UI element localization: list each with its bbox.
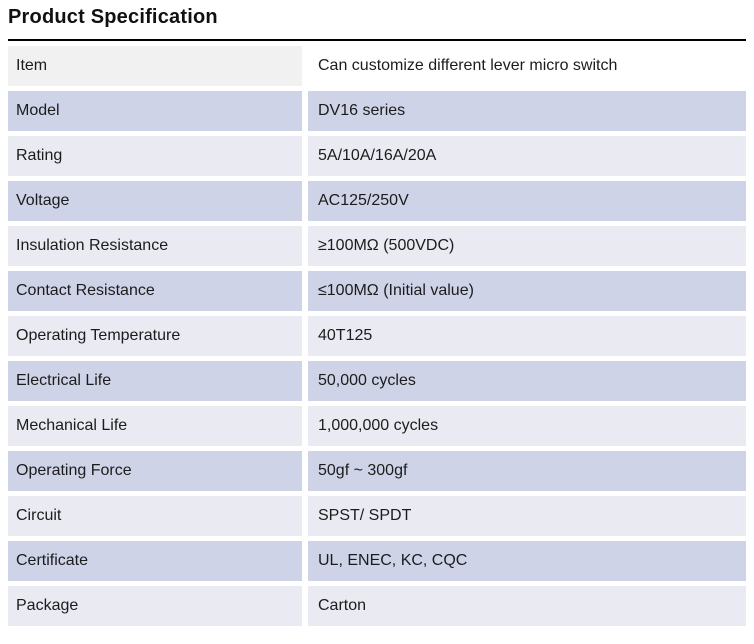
spec-label-cell: Insulation Resistance [8,226,302,266]
spec-row-certificate: Certificate UL, ENEC, KC, CQC [8,541,746,581]
spec-label-cell: Contact Resistance [8,271,302,311]
spec-row-voltage: Voltage AC125/250V [8,181,746,221]
spec-row-mechanical-life: Mechanical Life 1,000,000 cycles [8,406,746,446]
spec-row-model: Model DV16 series [8,91,746,131]
spec-table: Item Can customize different lever micro… [8,46,746,631]
spec-label-cell: Item [8,46,302,86]
spec-row-operating-temperature: Operating Temperature 40T125 [8,316,746,356]
spec-label-cell: Model [8,91,302,131]
spec-value-cell: Carton [308,586,746,626]
spec-value-cell: 1,000,000 cycles [308,406,746,446]
spec-label-cell: Circuit [8,496,302,536]
spec-label-cell: Rating [8,136,302,176]
spec-label-cell: Operating Force [8,451,302,491]
spec-value-cell: AC125/250V [308,181,746,221]
spec-row-package: Package Carton [8,586,746,626]
spec-row-insulation-resistance: Insulation Resistance ≥100MΩ (500VDC) [8,226,746,266]
spec-row-contact-resistance: Contact Resistance ≤100MΩ (Initial value… [8,271,746,311]
spec-label-cell: Mechanical Life [8,406,302,446]
spec-value-cell: ≥100MΩ (500VDC) [308,226,746,266]
spec-row-rating: Rating 5A/10A/16A/20A [8,136,746,176]
page-title: Product Specification [8,6,218,28]
spec-row-circuit: Circuit SPST/ SPDT [8,496,746,536]
spec-value-cell: ≤100MΩ (Initial value) [308,271,746,311]
spec-value-cell: 40T125 [308,316,746,356]
spec-value-cell: UL, ENEC, KC, CQC [308,541,746,581]
spec-row-item: Item Can customize different lever micro… [8,46,746,86]
spec-value-cell: 50gf ~ 300gf [308,451,746,491]
spec-value-cell: Can customize different lever micro swit… [308,46,746,86]
spec-row-operating-force: Operating Force 50gf ~ 300gf [8,451,746,491]
spec-label-cell: Package [8,586,302,626]
spec-label-cell: Operating Temperature [8,316,302,356]
spec-label-cell: Voltage [8,181,302,221]
spec-label-cell: Certificate [8,541,302,581]
title-rule-divider [8,39,746,41]
spec-value-cell: 50,000 cycles [308,361,746,401]
spec-value-cell: 5A/10A/16A/20A [308,136,746,176]
spec-value-cell: DV16 series [308,91,746,131]
spec-label-cell: Electrical Life [8,361,302,401]
spec-row-electrical-life: Electrical Life 50,000 cycles [8,361,746,401]
spec-value-cell: SPST/ SPDT [308,496,746,536]
